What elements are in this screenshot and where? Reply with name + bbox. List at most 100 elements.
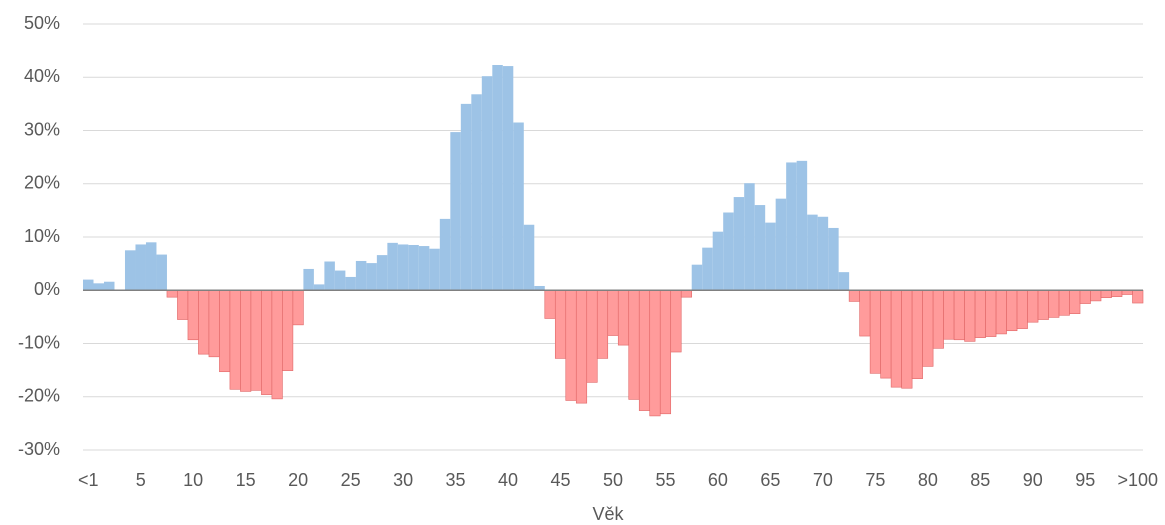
y-tick-label: -20% [18, 386, 60, 406]
bar [733, 197, 745, 291]
x-tick-label: 80 [918, 470, 938, 490]
x-tick-label: 50 [603, 470, 623, 490]
bar [586, 289, 598, 383]
bar [366, 263, 377, 291]
y-tick-label: 10% [24, 226, 60, 246]
y-tick-label: 50% [24, 13, 60, 33]
bar [156, 254, 167, 291]
bar [786, 162, 797, 291]
bar [534, 285, 545, 291]
bar [135, 244, 146, 291]
x-tick-label: 40 [498, 470, 518, 490]
bar [859, 289, 871, 337]
bar [1079, 289, 1091, 304]
x-axis-title: Věk [592, 504, 624, 524]
bar [807, 214, 818, 291]
x-tick-label: 45 [551, 470, 571, 490]
x-tick-label: 25 [341, 470, 361, 490]
x-tick-label: 35 [446, 470, 466, 490]
bar [481, 76, 493, 291]
bar [439, 218, 451, 291]
y-tick-label: -10% [18, 332, 60, 352]
x-tick-label: 60 [708, 470, 728, 490]
bar [838, 272, 850, 291]
bar [166, 289, 178, 298]
bar [712, 231, 724, 291]
x-tick-label: 55 [655, 470, 675, 490]
bar [418, 246, 430, 291]
bar [943, 289, 955, 340]
bar [1016, 289, 1028, 329]
bar [890, 289, 902, 388]
bar [880, 289, 892, 379]
bar [995, 289, 1007, 335]
bar [691, 264, 703, 291]
bar [502, 66, 514, 291]
bar [492, 65, 503, 291]
bar [324, 261, 335, 291]
bar [911, 289, 923, 379]
bar [397, 244, 409, 291]
bar [974, 289, 986, 338]
bar [744, 183, 755, 291]
bar [932, 289, 944, 349]
bar [198, 289, 210, 355]
bar [754, 205, 766, 291]
x-tick-label: 90 [1023, 470, 1043, 490]
bar [670, 289, 682, 353]
bar [271, 289, 283, 400]
x-tick-label: 10 [183, 470, 203, 490]
bar [103, 281, 115, 291]
bar [523, 224, 535, 291]
x-tick-label: 5 [136, 470, 146, 490]
bar [596, 289, 609, 359]
bar [187, 289, 199, 341]
y-tick-label: 0% [34, 279, 60, 299]
bar [177, 289, 189, 320]
bar [1069, 289, 1081, 314]
y-tick-label: 40% [24, 66, 60, 86]
bar [303, 268, 314, 291]
bar [460, 103, 472, 291]
bar [345, 276, 356, 291]
bar [702, 247, 713, 291]
bar [659, 289, 672, 415]
bar [219, 289, 231, 373]
bar [376, 255, 388, 291]
bar [471, 94, 482, 291]
bar [953, 289, 965, 341]
bar [124, 250, 136, 291]
bar [1132, 289, 1144, 304]
bar [240, 289, 252, 392]
bar [796, 160, 808, 291]
bar [93, 283, 104, 291]
bar [229, 289, 241, 390]
x-tick-label: 20 [288, 470, 308, 490]
x-tick-label: 15 [236, 470, 256, 490]
bar [869, 289, 881, 374]
bar [1111, 289, 1123, 297]
bar [292, 289, 304, 326]
bar [985, 289, 997, 337]
bar [575, 289, 588, 404]
bar [1090, 289, 1102, 302]
bar [828, 227, 839, 291]
bar [544, 289, 556, 319]
bar [387, 242, 398, 291]
bar [1100, 289, 1112, 299]
bar [355, 260, 367, 291]
bar [922, 289, 934, 367]
bar [848, 289, 860, 302]
bar [617, 289, 630, 346]
x-tick-label: 65 [760, 470, 780, 490]
bar [1006, 289, 1018, 332]
bar [723, 212, 734, 291]
y-tick-label: 20% [24, 173, 60, 193]
bar [1037, 289, 1049, 320]
bar [513, 122, 524, 291]
bar [208, 289, 220, 358]
bar [261, 289, 273, 395]
bar [628, 289, 640, 400]
y-tick-label: 30% [24, 119, 60, 139]
